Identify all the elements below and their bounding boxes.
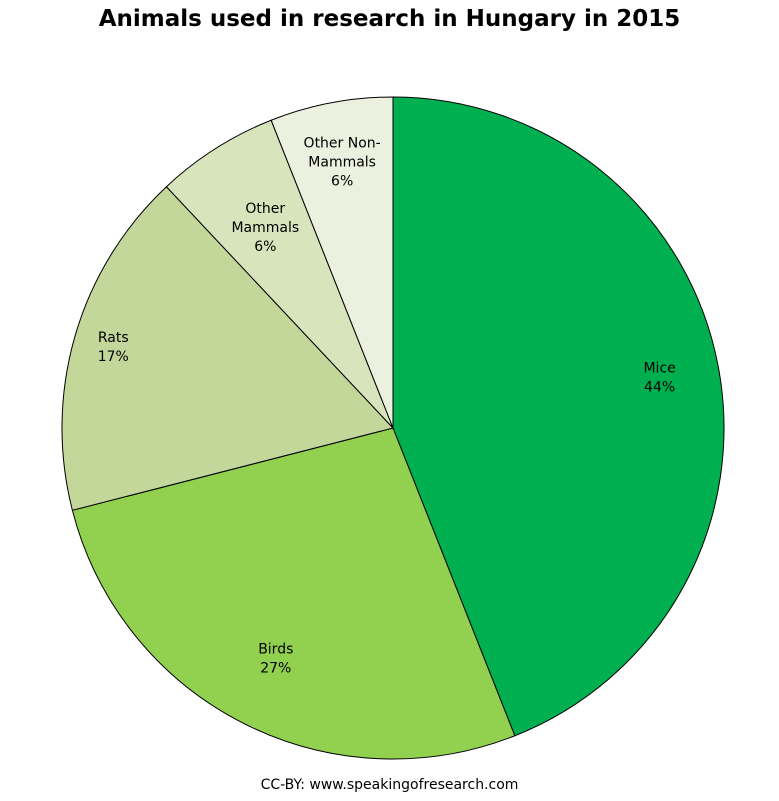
data-label: Mice 44% (643, 361, 675, 396)
pie-slice-rats (61, 186, 394, 511)
pie-slice-mice (392, 96, 725, 737)
data-label: Birds 27% (258, 642, 293, 677)
pie-slice-other-mammals (165, 119, 394, 429)
data-label: Rats 17% (98, 330, 129, 365)
data-label: Other Mammals 6% (231, 201, 299, 255)
pie-slice-other-non-mammals (270, 96, 394, 429)
pie-slice-birds (71, 427, 516, 760)
data-label: Other Non-Mammals 6% (304, 135, 381, 189)
chart-title: Animals used in research in Hungary in 2… (98, 6, 681, 32)
chart-footer: CC-BY: www.speakingofresearch.com (260, 777, 519, 793)
